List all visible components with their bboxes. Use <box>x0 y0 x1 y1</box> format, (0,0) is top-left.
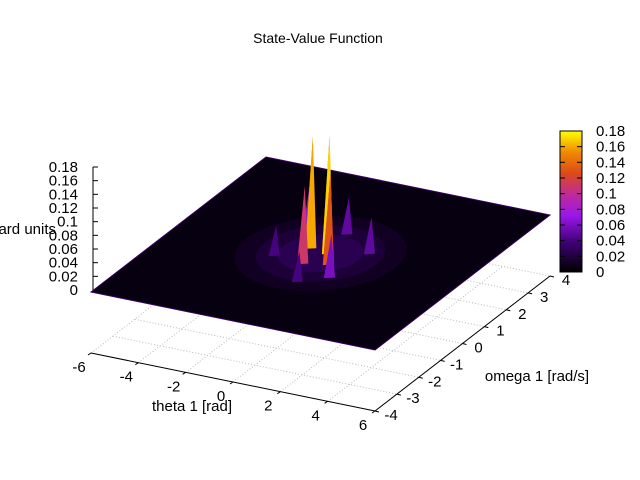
y-tick-mark <box>396 393 401 396</box>
z-axis-label: reward units <box>0 221 56 238</box>
value-surface <box>89 134 552 351</box>
surface-peak-face <box>341 197 353 235</box>
colorbar-tick-label: 0.08 <box>596 201 625 218</box>
y-tick-label: 4 <box>562 272 570 289</box>
grid-line-x <box>138 227 314 364</box>
surface-peak-face <box>268 225 280 257</box>
grid-line-x <box>185 236 361 373</box>
grid-line-x <box>327 265 503 402</box>
y-tick-label: 0 <box>474 340 482 357</box>
y-tick-mark <box>374 410 380 413</box>
x-tick-label: 0 <box>217 388 225 405</box>
surface-peak-face <box>305 136 317 249</box>
colorbar-tick-label: 0.12 <box>596 170 625 187</box>
z-tick-label: 0.08 <box>49 227 78 244</box>
colorbar-tick-label: 0.16 <box>596 139 625 156</box>
x-tick-mark <box>324 400 328 404</box>
grid-line-x <box>280 256 456 393</box>
y-tick-label: -2 <box>428 373 441 390</box>
z-tick-label: 0.04 <box>49 255 78 272</box>
z-tick-label: 0.02 <box>49 268 78 285</box>
y-tick-label: 1 <box>496 323 504 340</box>
y-tick-mark <box>418 376 423 379</box>
z-tick-label: 0.1 <box>57 214 78 231</box>
grid-line-y <box>134 318 419 378</box>
z-tick-label: 0 <box>70 282 78 299</box>
y-tick-label: 2 <box>518 306 526 323</box>
x-axis-ticks: -6 -4 -2 0 2 4 6 <box>72 352 376 434</box>
y-tick-label: -1 <box>450 356 463 373</box>
x-tick-mark <box>87 352 92 356</box>
z-tick-label: 0.14 <box>49 186 78 203</box>
surface-peak-face <box>291 251 303 283</box>
y-tick-mark <box>506 309 511 312</box>
x-tick-mark <box>182 371 186 375</box>
x-tick-label: 4 <box>311 407 319 424</box>
x-tick-label: 2 <box>264 398 272 415</box>
surface-peak-face <box>323 233 336 279</box>
z-tick-label: 0.06 <box>49 241 78 258</box>
colorbar-tick-label: 0.14 <box>596 154 625 171</box>
y-tick-mark <box>528 292 533 295</box>
x-axis-label: theta 1 [rad] <box>152 398 232 415</box>
y-axis-label: omega 1 [rad/s] <box>485 368 589 385</box>
x-tick-label: 6 <box>359 417 367 434</box>
x-tick-label: -6 <box>72 359 85 376</box>
x-tick-label: -2 <box>167 378 180 395</box>
y-tick-label: 3 <box>540 289 548 306</box>
grid-line-y <box>112 335 397 395</box>
colorbar-gradient <box>559 130 583 273</box>
y-tick-mark <box>462 343 467 345</box>
surface-peak-face <box>363 216 375 255</box>
colorbar: 00.020.040.060.080.10.120.140.160.18 <box>559 123 625 281</box>
colorbar-tick-label: 0 <box>596 264 604 281</box>
z-tick-label: 0.12 <box>49 200 78 217</box>
y-tick-mark <box>549 275 555 278</box>
y-tick-mark <box>484 326 489 329</box>
x-tick-label: -4 <box>120 369 133 386</box>
surface-peak-face <box>297 185 309 265</box>
x-tick-mark <box>135 362 139 366</box>
x-tick-mark <box>371 410 376 414</box>
z-axis: 00.020.040.060.080.10.120.140.160.18 <box>49 159 98 299</box>
x-tick-mark <box>277 391 281 395</box>
colorbar-tick-label: 0.04 <box>596 233 625 250</box>
y-tick-label: -3 <box>406 390 419 407</box>
chart-title: State-Value Function <box>253 30 383 46</box>
colorbar-tick-label: 0.02 <box>596 248 625 265</box>
colorbar-tick-label: 0.06 <box>596 217 625 234</box>
grid-line-x <box>90 217 267 354</box>
colorbar-tick-label: 0.1 <box>596 186 617 203</box>
grid-line-x <box>232 246 409 383</box>
colorbar-ticks: 00.020.040.060.080.10.120.140.160.18 <box>560 123 625 281</box>
z-tick-label: 0.18 <box>49 159 78 176</box>
x-tick-mark <box>229 381 234 385</box>
z-tick-label: 0.16 <box>49 173 78 190</box>
y-tick-mark <box>440 359 445 362</box>
y-tick-label: -4 <box>384 407 397 424</box>
colorbar-tick-label: 0.18 <box>596 123 625 140</box>
